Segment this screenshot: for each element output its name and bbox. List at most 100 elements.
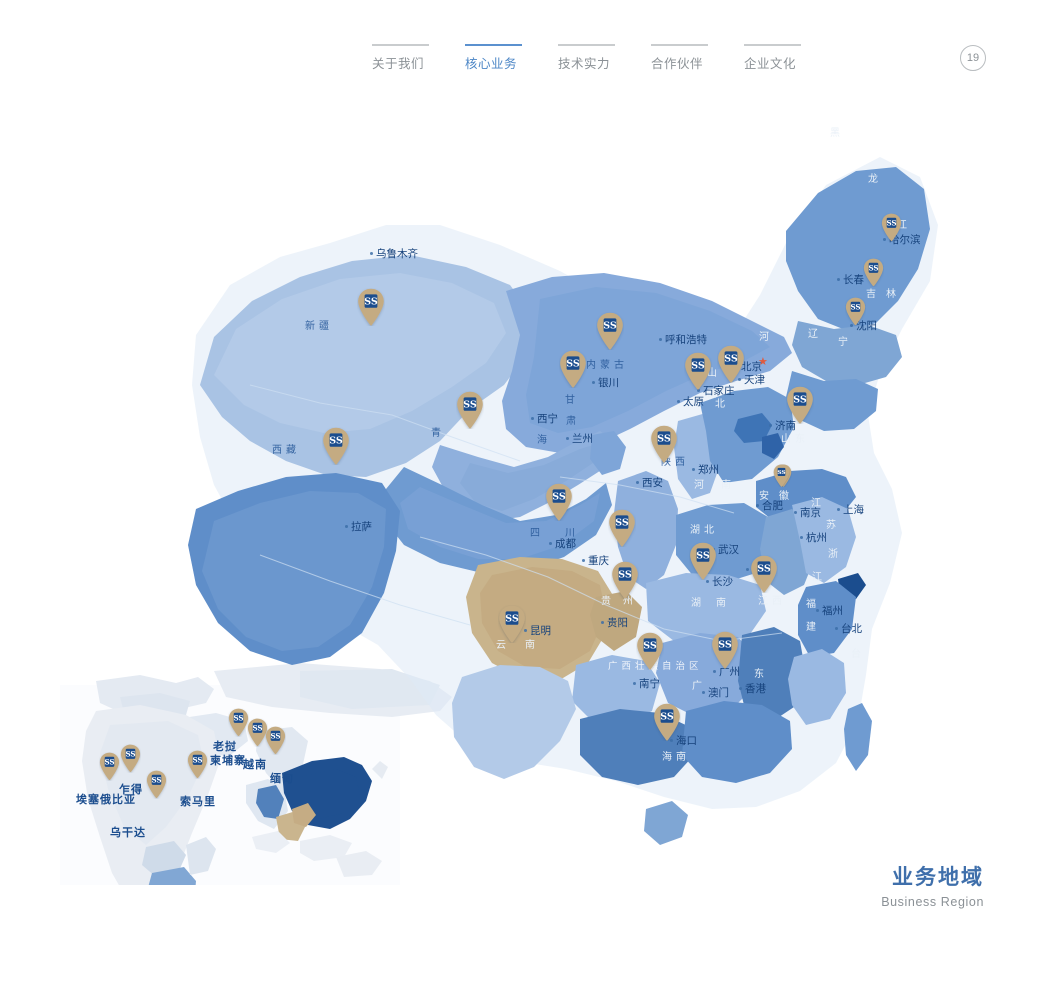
map-location-pin[interactable]: SS [187,750,208,779]
map-city-dot [746,568,749,571]
nav-item-label: 企业文化 [744,57,797,71]
map-location-pin[interactable]: SS [456,391,484,429]
map-location-pin[interactable]: SS [357,288,385,326]
map-location-pin[interactable]: SS [247,718,268,747]
map-city-dot [739,687,742,690]
business-region-map: ★ 新疆 西藏青海甘肃内蒙古山西河北山东 陕西河南四川湖北安徽江苏浙江湖南江西福建贵… [0,85,1058,885]
svg-text:SS: SS [364,296,378,307]
map-location-pin[interactable]: SS [863,258,884,287]
svg-text:SS: SS [657,433,671,444]
svg-text:SS: SS [724,353,738,364]
map-city-dot [370,252,373,255]
map-location-pin[interactable]: SS [559,350,587,388]
map-location-pin[interactable]: SS [845,297,866,326]
map-city-dot [636,481,639,484]
map-location-pin[interactable]: SS [99,752,120,781]
svg-text:SS: SS [252,723,262,732]
map-city-dot [706,580,709,583]
map-location-pin[interactable]: SS [750,555,778,593]
map-city-dot [769,424,772,427]
map-location-pin[interactable]: SS [689,542,717,580]
svg-text:SS: SS [886,218,896,227]
map-location-pin[interactable]: SS [717,345,745,383]
svg-text:SS: SS [757,563,771,574]
svg-text:SS: SS [777,470,785,476]
map-city-dot [549,542,552,545]
svg-text:SS: SS [850,302,860,311]
china-map [188,157,938,845]
nav-item-core-business[interactable]: 核心业务 [465,44,558,75]
nav-rule [651,44,708,46]
map-city-dot [633,682,636,685]
map-city-dot [835,627,838,630]
top-navigation: 关于我们 核心业务 技术实力 合作伙伴 企业文化 19 [0,0,1058,92]
map-location-pin[interactable]: SS [881,213,902,242]
nav-item-technology[interactable]: 技术实力 [558,44,651,75]
map-city-dot [850,324,853,327]
map-location-pin[interactable]: SS [653,703,681,741]
map-city-dot [582,559,585,562]
map-location-pin[interactable]: SS [608,509,636,547]
map-city-dot [794,511,797,514]
svg-text:SS: SS [718,639,732,650]
map-city-dot [816,609,819,612]
map-location-pin[interactable]: SS [636,632,664,670]
nav-item-label: 合作伙伴 [651,57,704,71]
map-city-dot [531,417,534,420]
map-city-dot [837,508,840,511]
map-city-dot [670,739,673,742]
map-location-pin[interactable]: SS [545,483,573,521]
map-city-dot [702,691,705,694]
section-title: 业务地域 Business Region [881,865,984,911]
svg-text:SS: SS [618,569,632,580]
svg-text:SS: SS [329,435,343,446]
map-location-pin[interactable]: SS [322,427,350,465]
nav-rule-active [465,44,522,46]
svg-text:SS: SS [603,320,617,331]
map-location-pin[interactable]: SS [773,464,790,487]
map-location-pin[interactable]: SS [498,605,526,643]
map-city-dot [837,278,840,281]
map-location-pin[interactable]: SS [596,312,624,350]
map-location-pin[interactable]: SS [265,726,286,755]
nav-item-partners[interactable]: 合作伙伴 [651,44,744,75]
svg-text:SS: SS [192,755,202,764]
nav-rule [372,44,429,46]
map-city-dot [592,381,595,384]
map-city-dot [677,400,680,403]
map-city-dot [738,378,741,381]
map-city-dot [524,629,527,632]
nav-rule [558,44,615,46]
svg-text:SS: SS [691,360,705,371]
map-location-pin[interactable]: SS [711,631,739,669]
map-city-dot [713,670,716,673]
svg-text:SS: SS [505,613,519,624]
map-location-pin[interactable]: SS [786,386,814,424]
map-location-pin[interactable]: SS [611,561,639,599]
map-city-dot [601,621,604,624]
nav-item-culture[interactable]: 企业文化 [744,44,837,75]
map-city-dot [756,504,759,507]
capital-star-icon: ★ [758,356,768,368]
svg-text:SS: SS [868,263,878,272]
svg-text:SS: SS [660,711,674,722]
nav-item-label: 关于我们 [372,57,425,71]
svg-text:SS: SS [463,399,477,410]
map-location-pin[interactable]: SS [146,770,167,799]
map-location-pin[interactable]: SS [684,352,712,390]
svg-text:SS: SS [233,713,243,722]
map-location-pin[interactable]: SS [228,708,249,737]
map-city-dot [800,536,803,539]
nav-item-about[interactable]: 关于我们 [372,44,465,75]
nav-item-label: 核心业务 [465,57,518,71]
map-graphic [60,157,938,885]
page-number-badge: 19 [960,45,986,71]
svg-text:SS: SS [643,640,657,651]
map-city-dot [883,238,886,241]
svg-text:SS: SS [793,394,807,405]
map-location-pin[interactable]: SS [650,425,678,463]
map-city-dot [345,525,348,528]
map-city-dot [697,389,700,392]
map-location-pin[interactable]: SS [120,744,141,773]
